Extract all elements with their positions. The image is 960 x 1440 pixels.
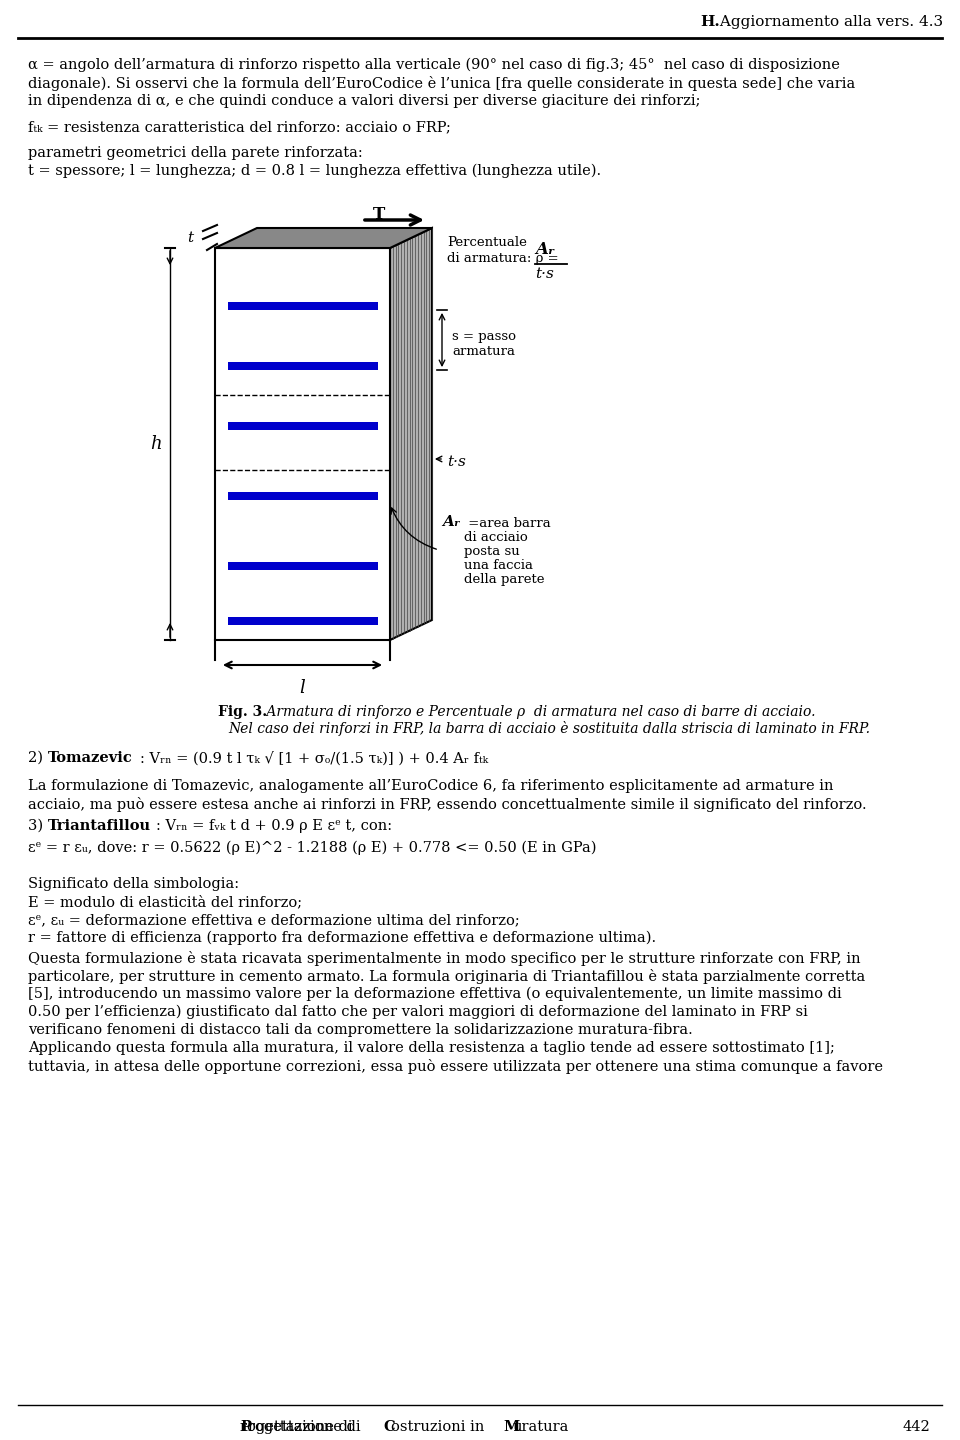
Text: M: M <box>503 1420 519 1434</box>
Text: Significato della simbologia:: Significato della simbologia: <box>28 877 239 891</box>
Text: Questa formulazione è stata ricavata sperimentalmente in modo specifico per le s: Questa formulazione è stata ricavata spe… <box>28 950 860 966</box>
Text: acciaio, ma può essere estesa anche ai rinforzi in FRP, essendo concettualmente : acciaio, ma può essere estesa anche ai r… <box>28 796 867 812</box>
Text: in dipendenza di α, e che quindi conduce a valori diversi per diverse giaciture : in dipendenza di α, e che quindi conduce… <box>28 94 701 108</box>
Text: parametri geometrici della parete rinforzata:: parametri geometrici della parete rinfor… <box>28 145 363 160</box>
Text: : Vᵣₙ = fᵥₖ t d + 0.9 ρ E εᵉ t, con:: : Vᵣₙ = fᵥₖ t d + 0.9 ρ E εᵉ t, con: <box>156 819 392 832</box>
Text: t = spessore; l = lunghezza; d = 0.8 l = lunghezza effettiva (lunghezza utile).: t = spessore; l = lunghezza; d = 0.8 l =… <box>28 164 601 179</box>
Text: ostruzioni in: ostruzioni in <box>391 1420 489 1434</box>
Text: particolare, per strutture in cemento armato. La formula originaria di Triantafi: particolare, per strutture in cemento ar… <box>28 969 865 984</box>
Text: [5], introducendo un massimo valore per la deformazione effettiva (o equivalente: [5], introducendo un massimo valore per … <box>28 986 842 1001</box>
Text: Armatura di rinforzo e Percentuale ρ  di armatura nel caso di barre di acciaio.: Armatura di rinforzo e Percentuale ρ di … <box>262 706 815 719</box>
Text: Tomazevic: Tomazevic <box>48 752 132 765</box>
Bar <box>228 492 378 500</box>
Text: Nel caso dei rinforzi in FRP, la barra di acciaio è sostituita dalla striscia di: Nel caso dei rinforzi in FRP, la barra d… <box>228 721 870 736</box>
Text: uratura: uratura <box>513 1420 569 1434</box>
Text: εᵉ, εᵤ = deformazione effettiva e deformazione ultima del rinforzo;: εᵉ, εᵤ = deformazione effettiva e deform… <box>28 913 519 927</box>
Text: C: C <box>383 1420 395 1434</box>
Polygon shape <box>215 248 390 639</box>
Text: 2): 2) <box>28 752 48 765</box>
Polygon shape <box>215 228 432 248</box>
Text: posta su: posta su <box>464 544 519 557</box>
Text: tuttavia, in attesa delle opportune correzioni, essa può essere utilizzata per o: tuttavia, in attesa delle opportune corr… <box>28 1058 883 1074</box>
Text: armatura: armatura <box>452 346 515 359</box>
Text: Aggiornamento alla vers. 4.3: Aggiornamento alla vers. 4.3 <box>715 14 943 29</box>
Text: rogettazione di: rogettazione di <box>248 1420 365 1434</box>
Text: 0.50 per l’efficienza) giustificato dal fatto che per valori maggiori di deforma: 0.50 per l’efficienza) giustificato dal … <box>28 1005 808 1020</box>
Text: fₜₖ = resistenza caratteristica del rinforzo: acciaio o FRP;: fₜₖ = resistenza caratteristica del rinf… <box>28 120 451 134</box>
Text: di acciaio: di acciaio <box>464 531 528 544</box>
Text: Percentuale: Percentuale <box>447 236 527 249</box>
Text: verificano fenomeni di distacco tali da compromettere la solidarizzazione muratu: verificano fenomeni di distacco tali da … <box>28 1022 693 1037</box>
Text: della parete: della parete <box>464 573 544 586</box>
Text: Applicando questa formula alla muratura, il valore della resistenza a taglio ten: Applicando questa formula alla muratura,… <box>28 1041 835 1056</box>
Text: Fig. 3.: Fig. 3. <box>218 706 267 719</box>
Text: t·s: t·s <box>447 455 466 469</box>
Text: diagonale). Si osservi che la formula dell’EuroCodice è l’unica [fra quelle cons: diagonale). Si osservi che la formula de… <box>28 76 855 91</box>
Text: Aᵣ: Aᵣ <box>442 516 460 528</box>
Text: 442: 442 <box>902 1420 930 1434</box>
Text: 3): 3) <box>28 819 48 832</box>
Text: : Vᵣₙ = (0.9 t l τₖ √ [1 + σₒ/(1.5 τₖ)] ) + 0.4 Aᵣ fₜₖ: : Vᵣₙ = (0.9 t l τₖ √ [1 + σₒ/(1.5 τₖ)] … <box>140 752 488 765</box>
Text: E = modulo di elasticità del rinforzo;: E = modulo di elasticità del rinforzo; <box>28 896 302 909</box>
Text: Aᵣ: Aᵣ <box>535 240 555 258</box>
Text: Triantafillou: Triantafillou <box>48 819 151 832</box>
Text: t: t <box>187 230 193 245</box>
Text: α = angolo dell’armatura di rinforzo rispetto alla verticale (90° nel caso di fi: α = angolo dell’armatura di rinforzo ris… <box>28 58 840 72</box>
Text: T: T <box>372 206 385 223</box>
Bar <box>228 361 378 370</box>
Text: εᵉ = r εᵤ, dove: r = 0.5622 (ρ E)^2 - 1.2188 (ρ E) + 0.778 <= 0.50 (E in GPa): εᵉ = r εᵤ, dove: r = 0.5622 (ρ E)^2 - 1.… <box>28 841 596 855</box>
Text: rogettazione di: rogettazione di <box>240 1420 357 1434</box>
Text: =area barra: =area barra <box>464 517 551 530</box>
Text: di armatura: ρ =: di armatura: ρ = <box>447 252 559 265</box>
Text: H.: H. <box>700 14 720 29</box>
Text: l: l <box>300 680 305 697</box>
Text: s = passo: s = passo <box>452 330 516 343</box>
Bar <box>228 422 378 431</box>
Polygon shape <box>390 228 432 639</box>
Text: P: P <box>240 1420 251 1434</box>
Bar <box>228 302 378 310</box>
Bar <box>228 616 378 625</box>
Text: r = fattore di efficienza (rapporto fra deformazione effettiva e deformazione ul: r = fattore di efficienza (rapporto fra … <box>28 932 656 946</box>
Text: h: h <box>151 435 162 454</box>
Text: una faccia: una faccia <box>464 559 533 572</box>
Bar <box>228 562 378 570</box>
Text: t·s: t·s <box>535 266 554 281</box>
Text: La formulazione di Tomazevic, analogamente all’EuroCodice 6, fa riferimento espl: La formulazione di Tomazevic, analogamen… <box>28 779 833 793</box>
